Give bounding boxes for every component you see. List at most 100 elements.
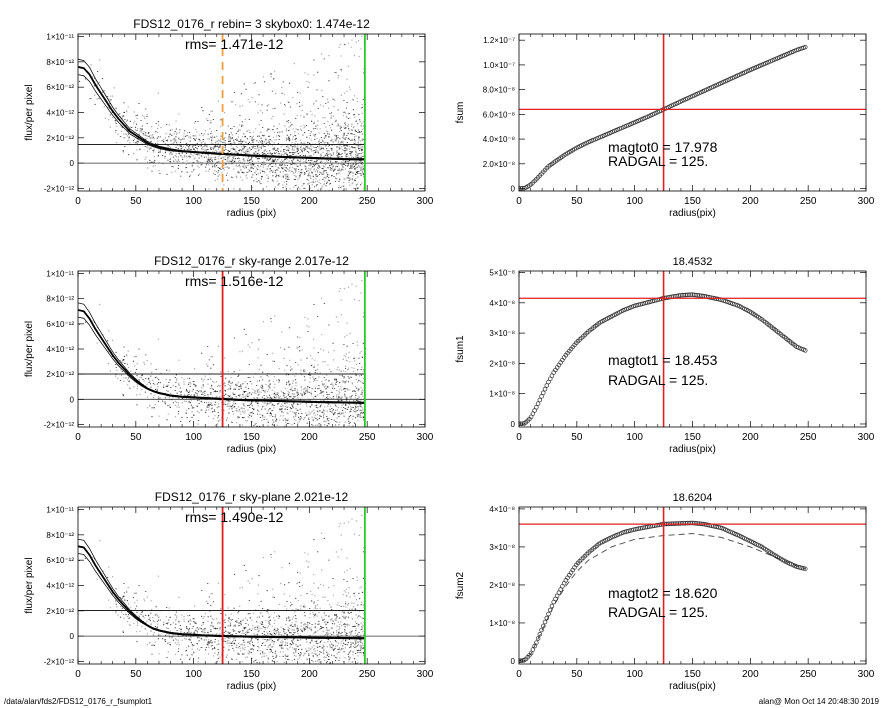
- curve-marker: [544, 383, 550, 388]
- y-tick-label: 0: [70, 395, 75, 404]
- curve-marker: [544, 615, 550, 621]
- curve-marker: [537, 397, 543, 403]
- x-tick-label: 100: [185, 196, 202, 207]
- y-tick-label: 3×10⁻⁸: [489, 543, 515, 552]
- x-axis-label: radius (pix): [227, 681, 276, 692]
- x-tick-label: 200: [742, 196, 759, 207]
- curve-marker: [537, 632, 543, 637]
- panel-1: 0 50 100 150 200 250 300-2×10⁻¹²02×10⁻¹²4×10⁻¹…: [24, 17, 434, 219]
- curve-marker: [546, 611, 551, 617]
- curve-marker: [803, 566, 808, 572]
- y-tick-label: 8×10⁻¹²: [46, 295, 74, 304]
- panel-3: 0 50 100 150 200 250 300-2×10⁻¹²02×10⁻¹²4×10⁻¹…: [24, 254, 434, 455]
- x-tick-label: 0: [75, 196, 81, 207]
- x-tick-label: 300: [417, 669, 434, 680]
- x-tick-label: 200: [301, 669, 318, 680]
- curve-marker: [547, 607, 553, 613]
- panel-5: 0 50 100 150 200 250 300-2×10⁻¹²02×10⁻¹²4×10⁻¹…: [24, 490, 434, 692]
- curve-marker: [541, 390, 546, 396]
- profile-lower: [78, 316, 365, 404]
- y-tick-label: 8.0×10⁻⁸: [483, 86, 515, 95]
- y-axis-label: fsum2: [455, 571, 466, 599]
- y-tick-label: 1.0×10⁻⁷: [483, 61, 515, 70]
- x-tick-label: 50: [130, 196, 142, 207]
- y-tick-label: 0: [511, 185, 516, 194]
- y-tick-label: 0: [511, 420, 516, 429]
- plot-area: [78, 271, 425, 427]
- panel-title: FDS12_0176_r sky-plane 2.021e-12: [155, 490, 349, 504]
- x-tick-label: 300: [858, 196, 875, 207]
- curve-marker: [542, 619, 548, 625]
- curve-marker: [803, 44, 808, 50]
- y-tick-label: 0: [511, 657, 516, 666]
- y-tick-label: 0: [70, 632, 75, 641]
- y-axis-label: flux/per pixel: [24, 84, 35, 140]
- x-tick-label: 100: [626, 432, 643, 443]
- profile-upper: [78, 538, 365, 639]
- x-tick-label: 250: [359, 432, 376, 443]
- y-axis-label: fsum: [455, 102, 466, 124]
- x-axis-label: radius (pix): [227, 208, 276, 219]
- x-tick-label: 100: [626, 669, 643, 680]
- plot-area: [519, 271, 866, 427]
- panel-title: 18.4532: [673, 256, 713, 268]
- profile-mean: [78, 309, 365, 404]
- plot-area: [519, 34, 866, 191]
- x-tick-label: 150: [684, 432, 701, 443]
- x-tick-label: 0: [75, 432, 81, 443]
- x-tick-label: 0: [516, 196, 522, 207]
- magtot-label: magtot2 = 18.620: [608, 585, 718, 601]
- y-tick-label: 2×10⁻¹²: [46, 370, 74, 379]
- x-axis-label: radius (pix): [227, 444, 276, 455]
- y-tick-label: 8×10⁻¹²: [46, 531, 74, 540]
- y-tick-label: 6×10⁻¹²: [46, 83, 74, 92]
- x-tick-label: 300: [417, 432, 434, 443]
- x-tick-label: 100: [626, 196, 643, 207]
- y-tick-label: 4×10⁻¹²: [46, 109, 74, 118]
- rms-label: rms= 1.516e-12: [185, 273, 284, 289]
- plot-area: [78, 34, 425, 191]
- x-tick-label: 150: [684, 196, 701, 207]
- curve-marker: [542, 386, 548, 392]
- x-tick-label: 0: [75, 669, 81, 680]
- y-tick-label: 1×10⁻¹¹: [46, 33, 74, 42]
- y-tick-label: 1.2×10⁻⁷: [483, 36, 515, 45]
- x-tick-label: 150: [243, 432, 260, 443]
- x-tick-label: 300: [417, 196, 434, 207]
- y-tick-label: -2×10⁻¹²: [44, 184, 75, 193]
- profile-lower: [78, 553, 365, 640]
- x-tick-label: 100: [185, 669, 202, 680]
- profile-mean: [78, 545, 365, 640]
- curve-marker: [532, 643, 537, 649]
- plot-area: [519, 507, 866, 664]
- radgal-label: RADGAL = 125.: [608, 604, 708, 620]
- y-tick-label: 1×10⁻¹¹: [46, 506, 74, 515]
- curve-marker: [801, 566, 806, 571]
- x-tick-label: 50: [571, 669, 583, 680]
- x-tick-label: 50: [130, 432, 142, 443]
- curve-marker: [534, 405, 539, 410]
- y-tick-label: 6.0×10⁻⁸: [483, 110, 515, 119]
- x-tick-label: 250: [800, 669, 817, 680]
- y-tick-label: 2×10⁻¹²: [46, 607, 74, 616]
- scatter-dark: [78, 302, 366, 427]
- panel-4: magtot1 = 18.453 RADGAL = 125. 0 50 100 150 20…: [455, 256, 875, 455]
- y-tick-label: 2×10⁻⁸: [489, 359, 515, 368]
- y-tick-label: 1×10⁻¹¹: [46, 270, 74, 279]
- y-axis-label: fsum1: [455, 335, 466, 363]
- curve-marker: [535, 636, 541, 641]
- radgal-label: RADGAL = 125.: [608, 372, 708, 388]
- radgal-label: RADGAL = 125.: [608, 153, 708, 169]
- x-tick-label: 250: [359, 669, 376, 680]
- footer-timestamp: alan@ Mon Oct 14 20:48:30 2019: [758, 697, 879, 706]
- y-tick-label: 1×10⁻⁸: [489, 390, 515, 399]
- x-axis-label: radius(pix): [669, 208, 716, 219]
- panel-title: 18.6204: [673, 492, 713, 504]
- y-tick-label: 2.0×10⁻⁸: [483, 160, 515, 169]
- profile-upper: [78, 302, 365, 403]
- scatter-points: [78, 280, 366, 427]
- x-axis-label: radius(pix): [669, 681, 716, 692]
- x-tick-label: 50: [130, 669, 142, 680]
